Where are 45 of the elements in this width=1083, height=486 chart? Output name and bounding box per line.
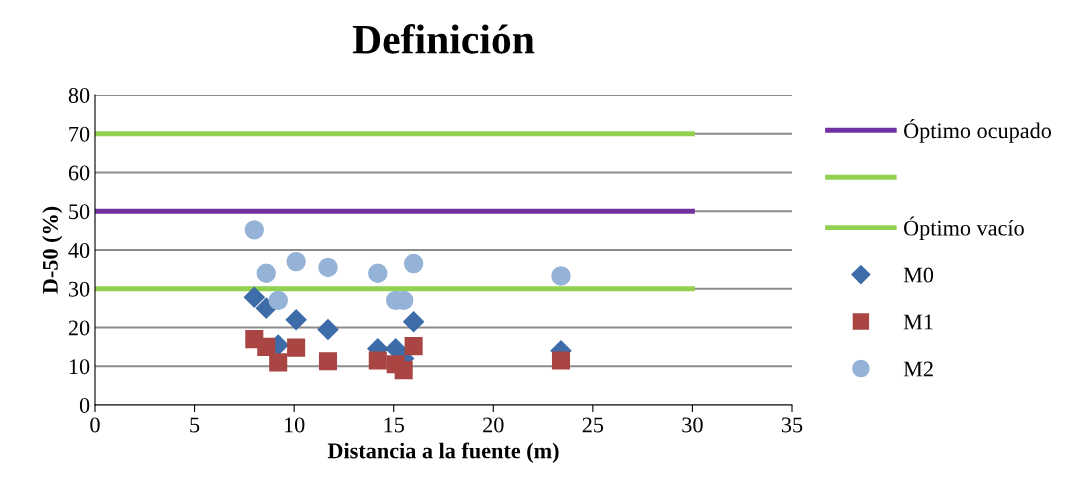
- point: [368, 263, 388, 283]
- point: [403, 311, 425, 333]
- y-tick-label: 50: [69, 204, 90, 220]
- x-tick-label: 20: [483, 417, 504, 433]
- point: [318, 352, 338, 371]
- chart-title: Definición: [352, 24, 535, 54]
- point: [269, 353, 288, 372]
- point: [318, 257, 338, 278]
- point: [403, 253, 424, 274]
- x-axis-title: Distancia a la fuente (m): [327, 442, 559, 463]
- x-tick-label: 35: [781, 417, 803, 433]
- point: [285, 309, 307, 331]
- y-tick-label: 0: [79, 397, 90, 413]
- legend-label: Óptimo ocupado: [904, 119, 1052, 143]
- y-tick-label: 30: [68, 281, 90, 297]
- point: [287, 338, 306, 357]
- point: [286, 251, 306, 272]
- x-tick-label: 0: [90, 417, 100, 433]
- legend-label: M0: [903, 267, 934, 283]
- point: [317, 318, 339, 340]
- y-axis-title: D-50 (%): [42, 206, 63, 294]
- legend-label: M2: [903, 361, 933, 377]
- point: [256, 263, 276, 283]
- y-tick-label: 10: [69, 359, 90, 375]
- y-tick-label: 70: [69, 126, 90, 142]
- x-tick-label: 30: [682, 417, 703, 433]
- x-tick-label: 10: [284, 417, 305, 433]
- y-tick-label: 60: [68, 165, 90, 181]
- point: [244, 220, 265, 240]
- point: [551, 351, 571, 370]
- y-tick-label: 40: [68, 242, 90, 258]
- point: [551, 266, 571, 286]
- y-tick-label: 20: [68, 320, 90, 336]
- x-tick-label: 15: [384, 417, 404, 433]
- point: [404, 337, 423, 356]
- point: [394, 361, 413, 380]
- legend-label: M1: [903, 314, 933, 330]
- point: [257, 337, 276, 356]
- point: [243, 286, 265, 308]
- x-tick-label: 5: [190, 417, 200, 433]
- point: [268, 290, 288, 311]
- y-tick-label: 80: [68, 87, 90, 103]
- point: [368, 351, 387, 370]
- x-tick-label: 25: [582, 417, 604, 433]
- legend-label: Óptimo vacío: [904, 216, 1024, 241]
